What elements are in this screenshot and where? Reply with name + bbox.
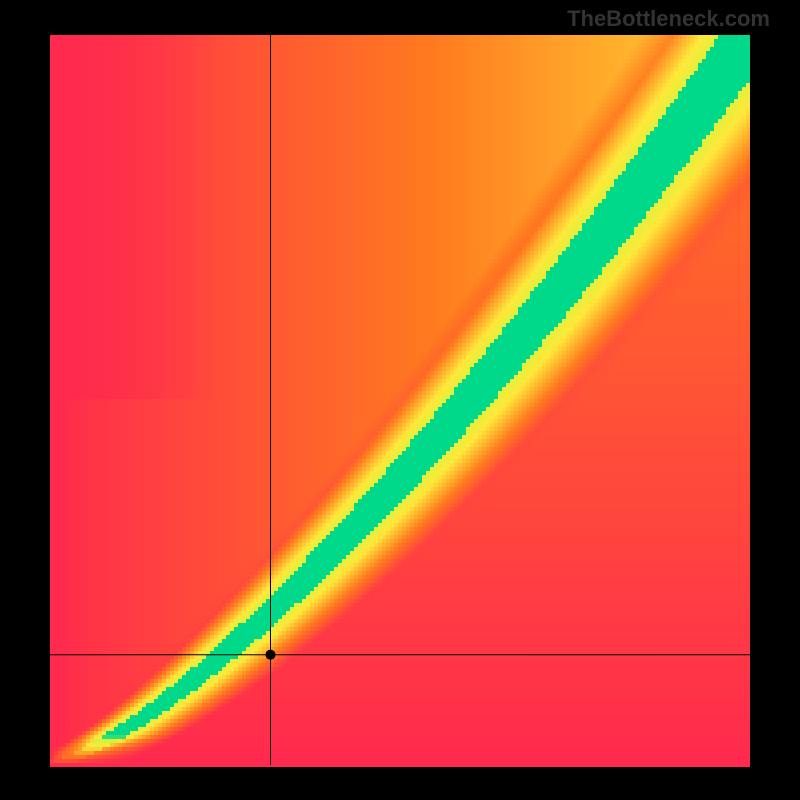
watermark-text: TheBottleneck.com (567, 6, 770, 32)
bottleneck-heatmap (0, 0, 800, 800)
